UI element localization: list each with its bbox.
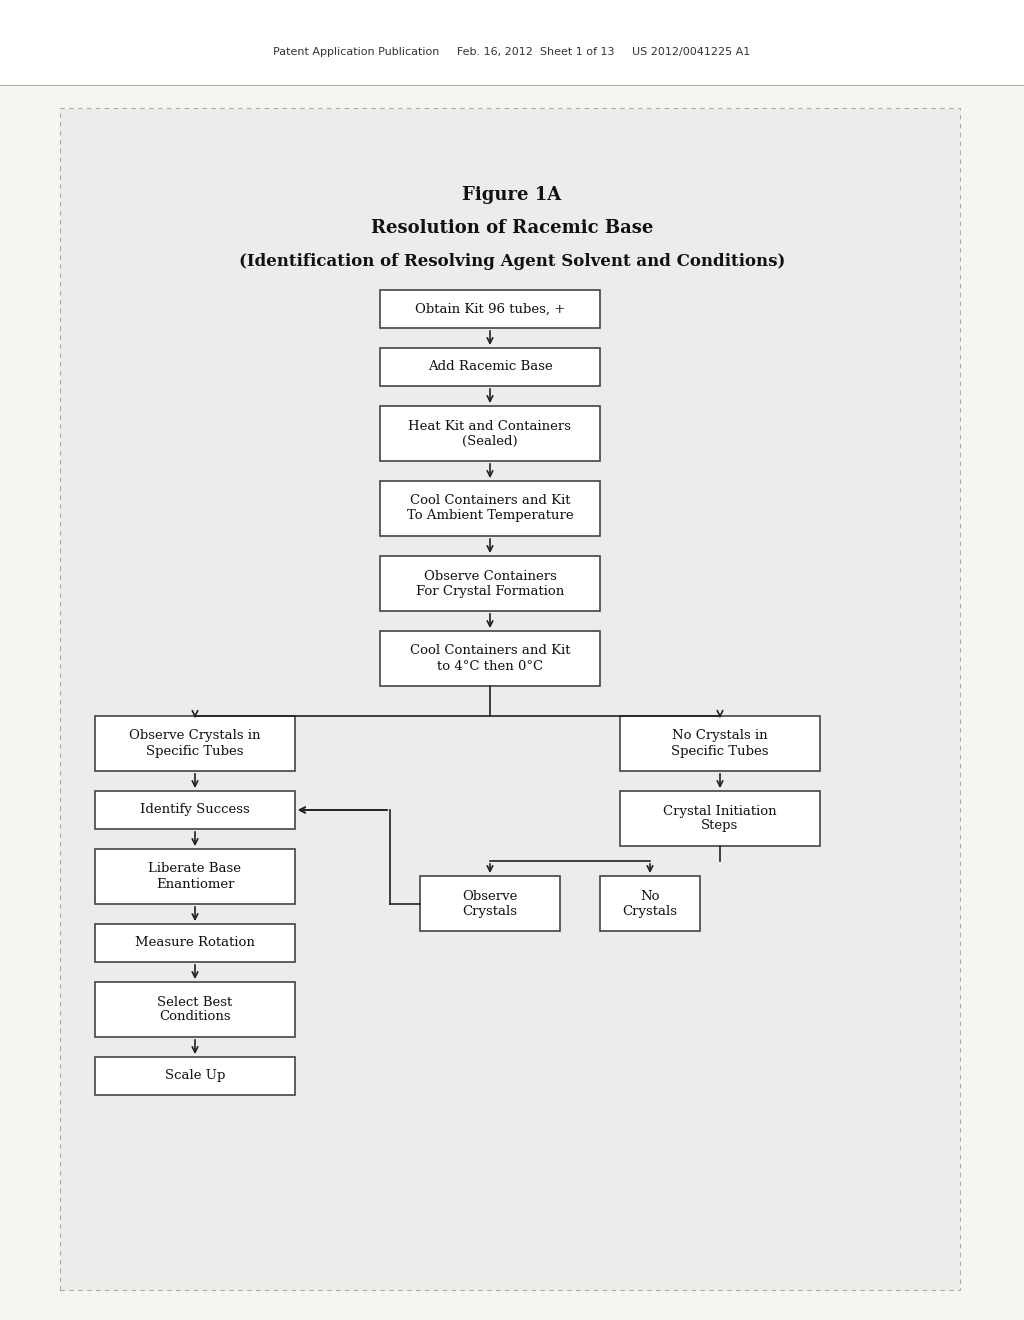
Bar — [380, 480, 600, 536]
Text: (Identification of Resolving Agent Solvent and Conditions): (Identification of Resolving Agent Solve… — [239, 253, 785, 271]
Bar — [0, 0, 1024, 84]
Bar — [380, 290, 600, 327]
Bar — [380, 556, 600, 611]
Bar — [620, 715, 820, 771]
Text: Cool Containers and Kit
To Ambient Temperature: Cool Containers and Kit To Ambient Tempe… — [407, 495, 573, 523]
Text: Patent Application Publication     Feb. 16, 2012  Sheet 1 of 13     US 2012/0041: Patent Application Publication Feb. 16, … — [273, 48, 751, 57]
Text: Add Racemic Base: Add Racemic Base — [428, 360, 552, 374]
Text: Resolution of Racemic Base: Resolution of Racemic Base — [371, 219, 653, 238]
Bar — [95, 1057, 295, 1096]
Bar — [620, 791, 820, 846]
Bar — [95, 924, 295, 962]
Text: Measure Rotation: Measure Rotation — [135, 936, 255, 949]
Text: Obtain Kit 96 tubes, +: Obtain Kit 96 tubes, + — [415, 302, 565, 315]
Bar — [95, 849, 295, 904]
Text: Crystal Initiation
Steps: Crystal Initiation Steps — [664, 804, 777, 833]
Text: Liberate Base
Enantiomer: Liberate Base Enantiomer — [148, 862, 242, 891]
Bar — [95, 715, 295, 771]
Text: Figure 1A: Figure 1A — [463, 186, 561, 205]
Text: No Crystals in
Specific Tubes: No Crystals in Specific Tubes — [672, 730, 769, 758]
Text: Observe Crystals in
Specific Tubes: Observe Crystals in Specific Tubes — [129, 730, 261, 758]
Bar — [380, 407, 600, 461]
Bar — [380, 631, 600, 686]
Text: Select Best
Conditions: Select Best Conditions — [158, 995, 232, 1023]
Bar — [380, 348, 600, 385]
Text: Observe
Crystals: Observe Crystals — [462, 890, 518, 917]
Bar — [420, 876, 560, 931]
Bar — [60, 108, 961, 1290]
Bar — [95, 791, 295, 829]
Bar — [95, 982, 295, 1038]
Text: Identify Success: Identify Success — [140, 804, 250, 817]
Text: Observe Containers
For Crystal Formation: Observe Containers For Crystal Formation — [416, 569, 564, 598]
Text: Scale Up: Scale Up — [165, 1069, 225, 1082]
Text: Cool Containers and Kit
to 4°C then 0°C: Cool Containers and Kit to 4°C then 0°C — [410, 644, 570, 672]
Bar — [600, 876, 700, 931]
Text: Heat Kit and Containers
(Sealed): Heat Kit and Containers (Sealed) — [409, 420, 571, 447]
Text: No
Crystals: No Crystals — [623, 890, 678, 917]
